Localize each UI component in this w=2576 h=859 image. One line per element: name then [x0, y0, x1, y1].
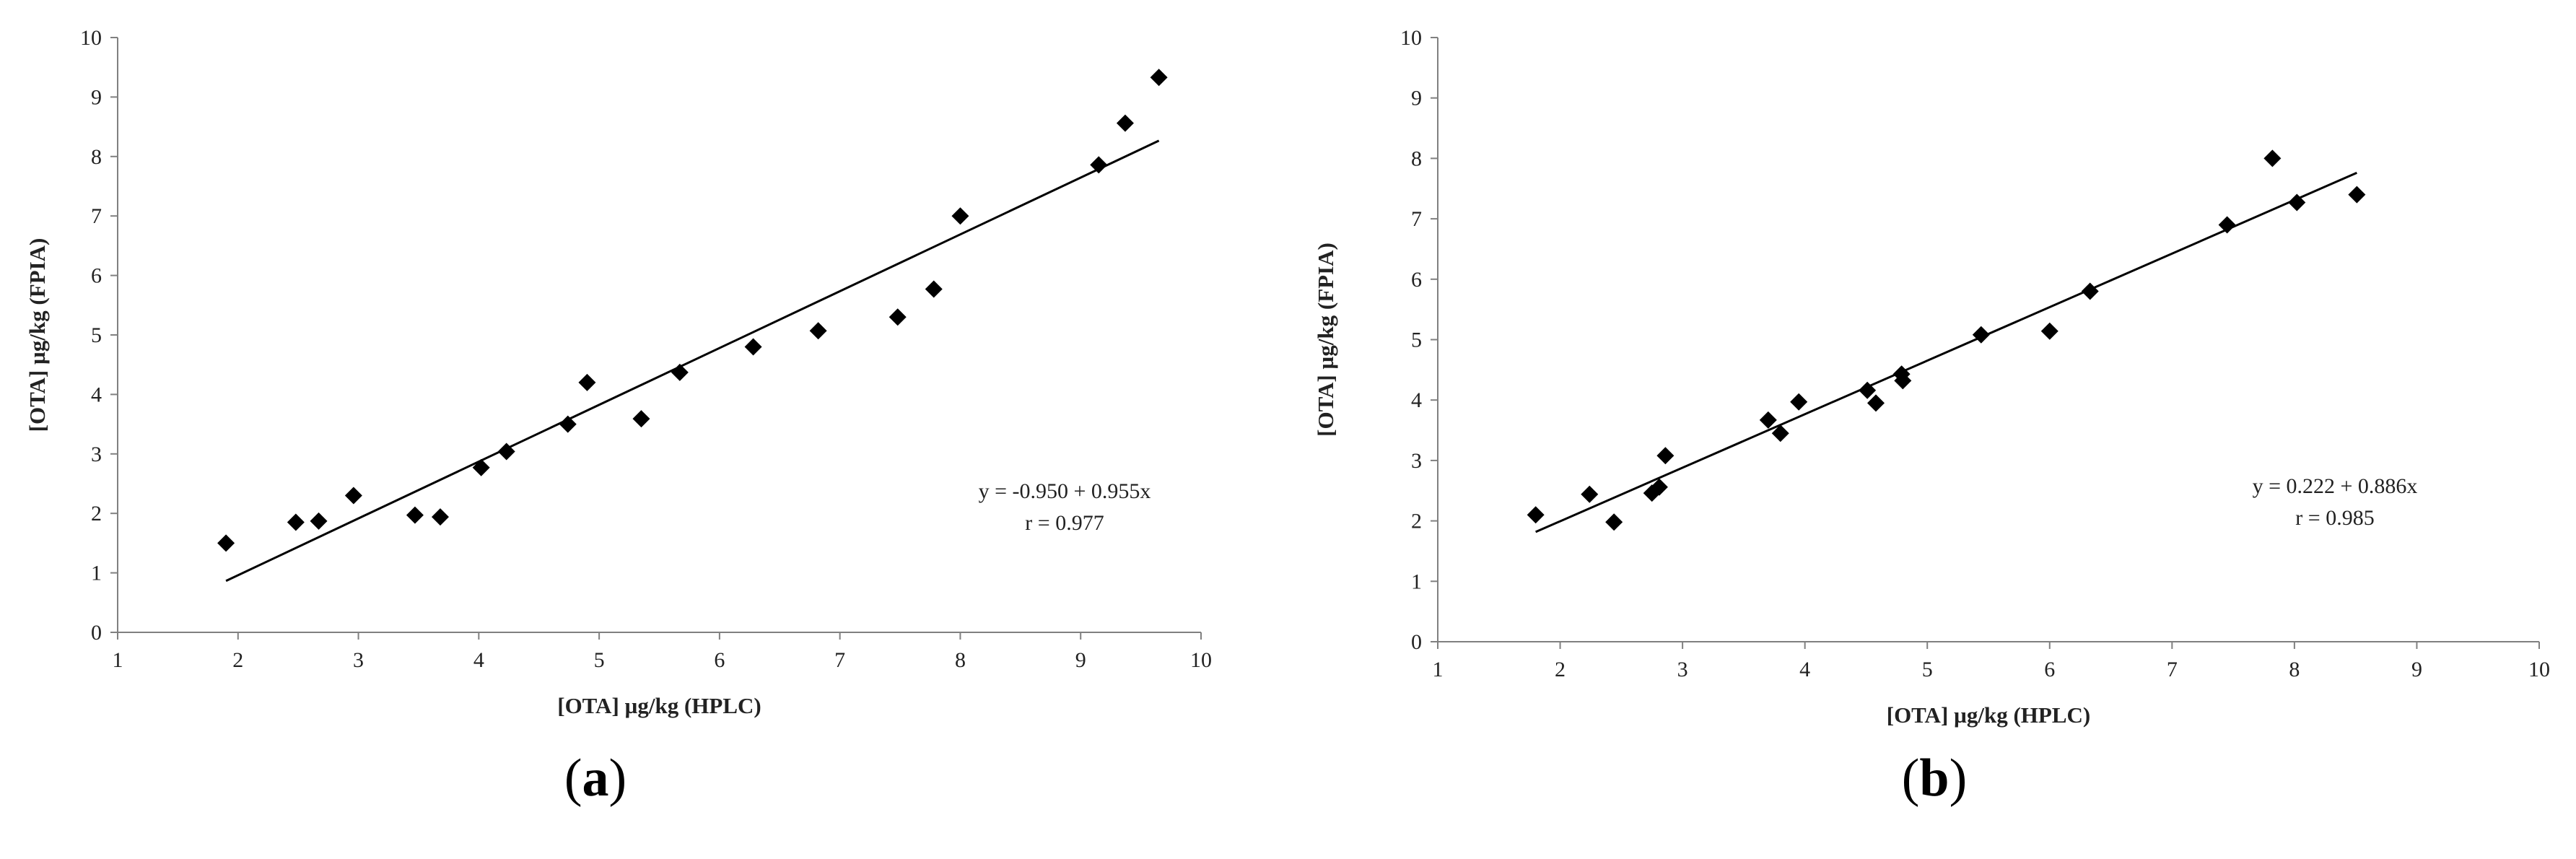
x-tick-label: 7	[834, 648, 845, 672]
y-axis-title: [OTA] µg/kg (FPIA)	[25, 238, 50, 432]
x-tick-label: 4	[473, 648, 484, 672]
data-point	[1650, 478, 1668, 496]
data-point	[951, 207, 969, 225]
y-tick-label: 4	[1411, 388, 1422, 412]
data-point	[287, 513, 305, 531]
data-point	[1859, 381, 1877, 399]
x-tick-label: 5	[594, 648, 605, 672]
data-point	[344, 487, 362, 505]
data-point	[1972, 326, 1990, 344]
data-point	[809, 322, 827, 340]
x-tick-label: 9	[2411, 658, 2422, 681]
x-tick-label: 3	[353, 648, 364, 672]
data-point	[632, 410, 650, 428]
x-tick-label: 2	[1555, 658, 1566, 681]
x-tick-label: 3	[1677, 658, 1688, 681]
data-point	[1894, 372, 1912, 390]
y-tick-label: 7	[91, 204, 102, 228]
data-point	[744, 338, 762, 356]
x-axis-title: [OTA] µg/kg (HPLC)	[1887, 702, 2091, 728]
data-point	[310, 512, 328, 530]
x-tick-label: 8	[955, 648, 966, 672]
y-tick-label: 1	[91, 562, 102, 585]
y-tick-label: 10	[80, 26, 102, 50]
y-tick-label: 2	[91, 502, 102, 526]
x-tick-label: 1	[1433, 658, 1444, 681]
x-tick-label: 6	[714, 648, 725, 672]
x-tick-label: 8	[2289, 658, 2300, 681]
regression-line	[225, 139, 1160, 583]
regression-equation: y = 0.222 + 0.886x	[2253, 474, 2418, 498]
y-tick-label: 6	[1411, 268, 1422, 292]
y-tick-label: 0	[1411, 630, 1422, 654]
data-point	[2263, 149, 2282, 167]
regression-equation: y = -0.950 + 0.955x	[979, 479, 1151, 503]
data-point	[1116, 114, 1134, 132]
data-point	[1527, 506, 1545, 524]
x-tick-label: 7	[2167, 658, 2178, 681]
x-tick-label: 9	[1075, 648, 1086, 672]
y-tick-label: 3	[91, 442, 102, 466]
y-tick-label: 5	[91, 323, 102, 347]
x-tick-label: 4	[1799, 658, 1810, 681]
y-tick-label: 3	[1411, 449, 1422, 473]
data-point	[217, 534, 235, 552]
data-point	[2081, 282, 2099, 300]
data-point	[671, 363, 689, 381]
data-point	[472, 458, 490, 476]
data-point	[1090, 156, 1108, 174]
x-tick-label: 2	[232, 648, 243, 672]
data-point	[578, 373, 596, 391]
chart-panel-b: 0 1 2 3 4 5 6 7 8 9 10 1 2 3 4 5 6 7 8 9 10 [OTA] µg/kg (HPLC…	[1288, 0, 2576, 859]
correlation-coefficient: r = 0.977	[1025, 511, 1104, 535]
panel-label: (b)	[1902, 749, 1967, 808]
data-point	[925, 280, 943, 298]
y-tick-label: 8	[1411, 147, 1422, 170]
x-tick-label: 10	[1190, 648, 1212, 672]
y-tick-label: 8	[91, 145, 102, 169]
data-point	[2218, 216, 2236, 234]
x-tick-label: 5	[1922, 658, 1933, 681]
correlation-coefficient: r = 0.985	[2295, 506, 2374, 530]
panel-label: (a)	[564, 749, 626, 808]
y-tick-label: 0	[91, 621, 102, 645]
x-axis-title: [OTA] µg/kg (HPLC)	[557, 693, 761, 718]
y-tick-label: 2	[1411, 510, 1422, 533]
data-point	[2040, 322, 2058, 340]
x-tick-label: 10	[2528, 658, 2550, 681]
y-tick-label: 1	[1411, 570, 1422, 593]
data-point	[559, 415, 577, 433]
data-point	[2288, 193, 2306, 212]
y-tick-label: 6	[91, 264, 102, 288]
data-point	[1581, 485, 1599, 503]
data-point	[888, 308, 907, 326]
data-point	[1790, 393, 1808, 411]
y-tick-label: 10	[1400, 26, 1422, 50]
regression-line	[1535, 171, 2357, 533]
data-point	[1771, 424, 1789, 442]
chart-panel-a: 0 1 2 3 4 5 6 7 8 9 10 1 2 3 4 5 6 7 8 9 10 [OTA] µg/kg (HPLC…	[25, 26, 1212, 808]
y-tick-label: 9	[1411, 87, 1422, 110]
data-point	[497, 442, 515, 461]
x-tick-label: 1	[113, 648, 123, 672]
data-point	[431, 508, 449, 526]
y-axis-title: [OTA] µg/kg (FPIA)	[1313, 243, 1338, 437]
y-tick-label: 5	[1411, 328, 1422, 352]
x-tick-label: 6	[2044, 658, 2055, 681]
data-point	[2348, 186, 2366, 204]
y-tick-label: 9	[91, 85, 102, 109]
y-tick-label: 4	[91, 383, 102, 406]
y-tick-label: 7	[1411, 207, 1422, 231]
data-point	[1605, 513, 1623, 531]
data-point	[1759, 411, 1777, 429]
data-point	[1150, 69, 1168, 87]
data-point	[1867, 394, 1885, 412]
data-point	[406, 506, 424, 524]
data-point	[1656, 447, 1675, 465]
